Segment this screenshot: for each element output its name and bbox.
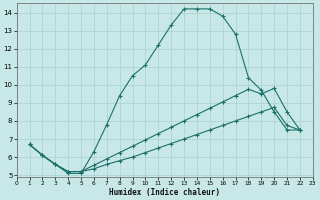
X-axis label: Humidex (Indice chaleur): Humidex (Indice chaleur) <box>109 188 220 197</box>
